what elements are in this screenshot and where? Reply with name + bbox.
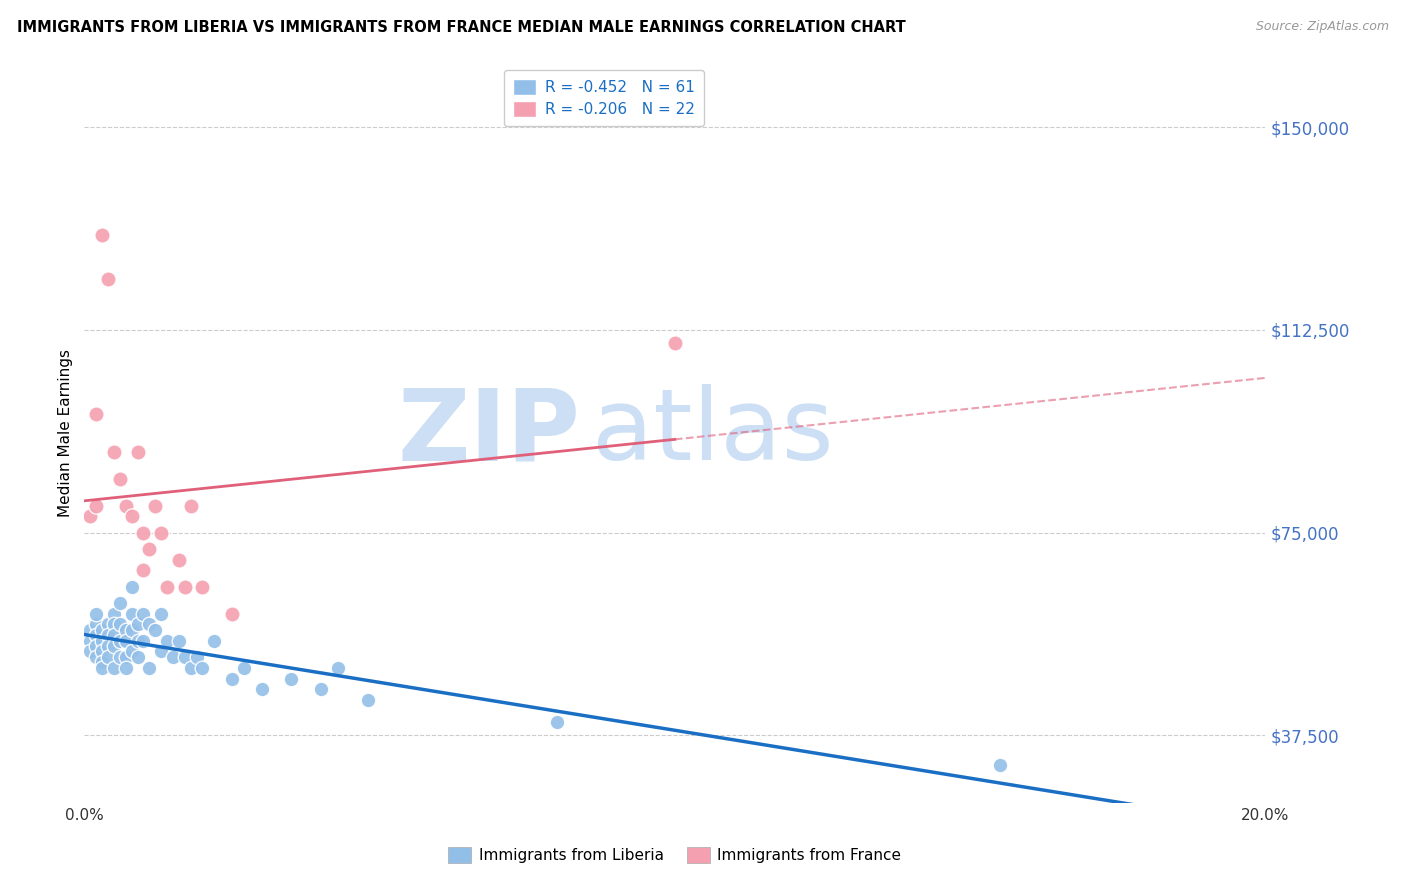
Point — [84, 499, 107, 513]
Point — [114, 633, 136, 648]
Point — [97, 617, 120, 632]
Point — [114, 649, 136, 664]
Point — [121, 623, 143, 637]
Point — [84, 607, 107, 621]
Point — [221, 607, 243, 621]
Point — [91, 661, 114, 675]
Point — [97, 628, 120, 642]
Point — [103, 444, 125, 458]
Point — [988, 758, 1011, 772]
Point — [138, 661, 160, 675]
Point — [202, 633, 225, 648]
Point — [114, 499, 136, 513]
Point — [173, 649, 195, 664]
Point — [132, 607, 155, 621]
Point — [357, 693, 380, 707]
Point — [121, 509, 143, 524]
Point — [108, 471, 131, 485]
Point — [84, 639, 107, 653]
Point — [91, 633, 114, 648]
Point — [221, 672, 243, 686]
Point — [91, 228, 114, 243]
Point — [328, 661, 350, 675]
Point — [138, 617, 160, 632]
Point — [84, 617, 107, 632]
Point — [84, 649, 107, 664]
Point — [103, 617, 125, 632]
Point — [127, 617, 149, 632]
Point — [150, 607, 173, 621]
Point — [91, 644, 114, 658]
Point — [180, 661, 202, 675]
Point — [186, 649, 208, 664]
Point — [121, 580, 143, 594]
Point — [150, 644, 173, 658]
Point — [121, 644, 143, 658]
Point — [84, 407, 107, 421]
Point — [103, 628, 125, 642]
Point — [97, 271, 120, 285]
Point — [280, 672, 302, 686]
Point — [108, 649, 131, 664]
Point — [138, 541, 160, 556]
Point — [97, 649, 120, 664]
Point — [546, 714, 568, 729]
Point — [132, 633, 155, 648]
Point — [180, 499, 202, 513]
Point — [156, 633, 179, 648]
Point — [79, 644, 101, 658]
Point — [191, 661, 214, 675]
Point — [167, 552, 190, 566]
Point — [97, 639, 120, 653]
Legend: R = -0.452   N = 61, R = -0.206   N = 22: R = -0.452 N = 61, R = -0.206 N = 22 — [503, 70, 704, 127]
Point — [103, 607, 125, 621]
Point — [103, 639, 125, 653]
Point — [108, 596, 131, 610]
Point — [143, 623, 166, 637]
Point — [121, 607, 143, 621]
Point — [84, 628, 107, 642]
Point — [127, 444, 149, 458]
Point — [309, 682, 332, 697]
Point — [191, 580, 214, 594]
Point — [103, 661, 125, 675]
Point — [91, 655, 114, 669]
Point — [108, 633, 131, 648]
Point — [162, 649, 184, 664]
Point — [79, 633, 101, 648]
Y-axis label: Median Male Earnings: Median Male Earnings — [58, 349, 73, 516]
Point — [167, 633, 190, 648]
Text: IMMIGRANTS FROM LIBERIA VS IMMIGRANTS FROM FRANCE MEDIAN MALE EARNINGS CORRELATI: IMMIGRANTS FROM LIBERIA VS IMMIGRANTS FR… — [17, 20, 905, 35]
Point — [127, 649, 149, 664]
Point — [79, 509, 101, 524]
Point — [127, 633, 149, 648]
Point — [150, 525, 173, 540]
Point — [232, 661, 254, 675]
Point — [132, 563, 155, 577]
Point — [132, 525, 155, 540]
Text: ZIP: ZIP — [398, 384, 581, 481]
Point — [250, 682, 273, 697]
Point — [114, 623, 136, 637]
Point — [156, 580, 179, 594]
Point — [664, 336, 686, 351]
Point — [79, 623, 101, 637]
Point — [91, 623, 114, 637]
Text: Source: ZipAtlas.com: Source: ZipAtlas.com — [1256, 20, 1389, 33]
Point — [108, 617, 131, 632]
Point — [114, 661, 136, 675]
Point — [143, 499, 166, 513]
Text: atlas: atlas — [592, 384, 834, 481]
Point — [173, 580, 195, 594]
